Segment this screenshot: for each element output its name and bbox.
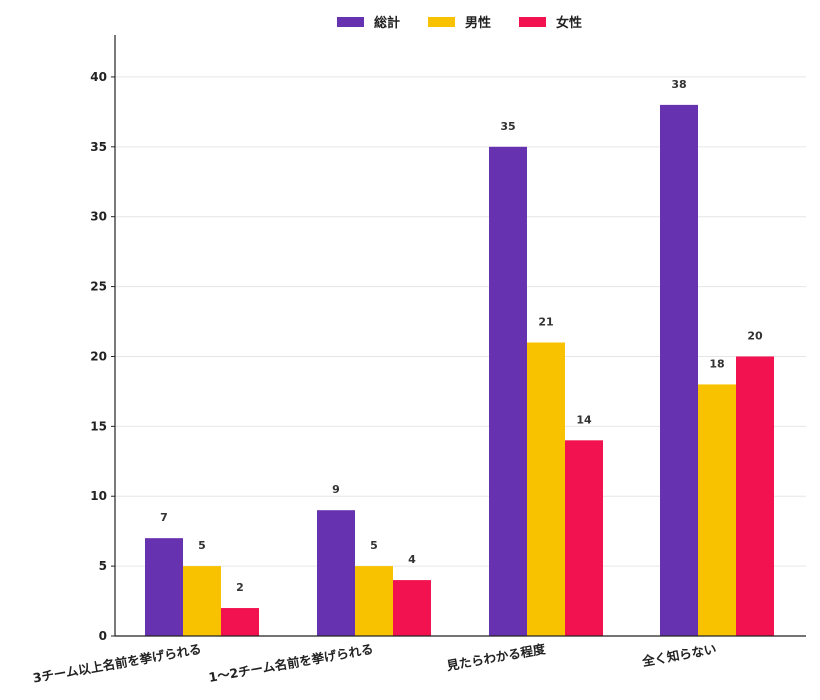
- bar: [221, 608, 259, 636]
- x-tick-label: 1～2チーム名前を挙げられる: [207, 641, 374, 685]
- bar: [183, 566, 221, 636]
- y-tick-label: 20: [90, 349, 107, 363]
- data-label: 21: [538, 315, 553, 328]
- y-tick-label: 25: [90, 280, 107, 294]
- legend-label: 男性: [465, 15, 491, 31]
- data-label: 2: [236, 581, 244, 594]
- bar: [527, 342, 565, 636]
- legend-label: 総計: [374, 15, 400, 31]
- bar: [489, 146, 527, 636]
- grid-lines: [115, 76, 806, 567]
- data-label: 4: [408, 553, 416, 566]
- y-tick-label: 30: [90, 210, 107, 224]
- y-tick-label: 40: [90, 70, 107, 84]
- bars: [145, 104, 774, 636]
- bar: [393, 580, 431, 636]
- x-tick-label: 3チーム以上名前を挙げられる: [32, 641, 203, 685]
- data-label: 9: [332, 483, 340, 496]
- bar: [660, 104, 698, 636]
- data-label: 38: [671, 78, 686, 91]
- data-label: 18: [709, 357, 724, 370]
- data-label: 7: [160, 511, 168, 524]
- bar: [736, 356, 774, 636]
- x-tick-labels: 3チーム以上名前を挙げられる 1～2チーム名前を挙げられる 見たらわかる程度 全く知ら…: [32, 641, 718, 686]
- data-label: 20: [747, 329, 763, 342]
- y-tick-label: 35: [90, 140, 107, 154]
- x-tick-label: 全く知らない: [640, 641, 717, 669]
- bar: [565, 440, 603, 636]
- y-tick-label: 5: [99, 559, 107, 573]
- legend: 総計 男性 女性: [337, 15, 582, 31]
- legend-label: 女性: [556, 15, 582, 31]
- bar: [698, 384, 736, 636]
- data-labels: 7 5 2 9 5 4 35 21 14 38 18 20: [160, 78, 763, 594]
- data-label: 5: [198, 539, 206, 552]
- x-tick-label: 見たらわかる程度: [444, 641, 547, 673]
- bar: [145, 538, 183, 636]
- legend-swatch: [428, 17, 455, 27]
- y-tick-label: 0: [99, 629, 107, 643]
- legend-swatch: [519, 17, 546, 27]
- bar: [355, 566, 393, 636]
- y-tick-label: 15: [90, 419, 107, 433]
- y-tick-labels: 0 5 10 15 20 25 30 35 40: [90, 70, 115, 643]
- data-label: 35: [500, 120, 515, 133]
- legend-swatch: [337, 17, 364, 27]
- y-tick-label: 10: [90, 489, 107, 503]
- axes: [114, 35, 806, 637]
- bar: [317, 510, 355, 636]
- data-label: 14: [576, 413, 592, 426]
- data-label: 5: [370, 539, 378, 552]
